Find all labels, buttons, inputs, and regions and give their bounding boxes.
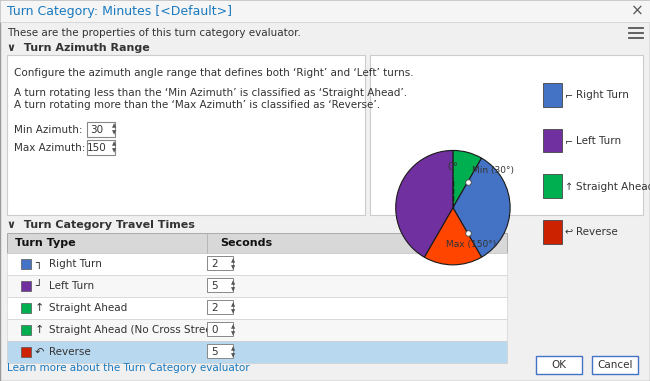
Text: A turn rotating more than the ‘Max Azimuth’ is classified as ‘Reverse’.: A turn rotating more than the ‘Max Azimu… (14, 100, 380, 110)
Text: ∨  Turn Category Travel Times: ∨ Turn Category Travel Times (7, 220, 195, 230)
Bar (21, 303, 31, 313)
Text: 0°: 0° (447, 162, 458, 172)
Text: ↑: ↑ (34, 325, 44, 335)
Bar (7, 55, 365, 215)
Bar (592, 356, 638, 374)
Text: ↩: ↩ (565, 227, 573, 237)
Text: Straight Ahead: Straight Ahead (49, 303, 127, 313)
Bar (207, 300, 233, 314)
Bar (0, 0, 650, 22)
Text: ⌐: ⌐ (565, 136, 573, 146)
Text: ▼: ▼ (231, 331, 235, 336)
Bar (207, 322, 233, 336)
Text: ▲: ▲ (231, 346, 235, 352)
Text: ↶: ↶ (34, 347, 44, 357)
Text: Max (150°): Max (150°) (445, 240, 496, 249)
Text: Reverse: Reverse (49, 347, 91, 357)
Text: ┘: ┘ (36, 281, 42, 291)
Text: Seconds: Seconds (220, 238, 272, 248)
Text: ↑: ↑ (565, 182, 573, 192)
Text: ▲: ▲ (112, 123, 116, 128)
Text: Max Azimuth:: Max Azimuth: (14, 143, 85, 153)
Wedge shape (424, 208, 482, 265)
Text: ⌐: ⌐ (565, 90, 573, 100)
Bar (7, 233, 507, 253)
Text: Straight Ahead: Straight Ahead (576, 182, 650, 192)
Bar (7, 341, 507, 363)
Text: Turn Category: Minutes [<Default>]: Turn Category: Minutes [<Default>] (7, 5, 232, 18)
Text: Turn Type: Turn Type (15, 238, 75, 248)
Text: ▲: ▲ (231, 258, 235, 264)
Bar (21, 281, 31, 291)
Text: ▼: ▼ (112, 131, 116, 136)
Bar (370, 55, 643, 215)
Text: ▲: ▲ (231, 303, 235, 307)
Text: Left Turn: Left Turn (576, 136, 621, 146)
Text: 30: 30 (90, 125, 103, 135)
Text: OK: OK (551, 360, 567, 370)
Text: These are the properties of this turn category evaluator.: These are the properties of this turn ca… (7, 28, 301, 38)
Text: ▼: ▼ (112, 149, 116, 154)
Text: Right Turn: Right Turn (49, 259, 102, 269)
Bar (87, 140, 115, 155)
Bar (207, 256, 233, 270)
Text: Learn more about the Turn Category evaluator: Learn more about the Turn Category evalu… (7, 363, 250, 373)
Text: Right Turn: Right Turn (576, 90, 629, 100)
Text: ▲: ▲ (231, 325, 235, 330)
Text: ▲: ▲ (112, 141, 116, 147)
Text: 2: 2 (212, 259, 218, 269)
Text: ∨  Turn Azimuth Range: ∨ Turn Azimuth Range (7, 43, 150, 53)
Bar (7, 253, 507, 275)
Wedge shape (453, 158, 510, 257)
Text: ▼: ▼ (231, 266, 235, 271)
Bar (207, 278, 233, 292)
Text: Min Azimuth:: Min Azimuth: (14, 125, 83, 135)
Bar (21, 325, 31, 335)
Text: Min (30°): Min (30°) (473, 166, 514, 175)
Text: ▼: ▼ (231, 354, 235, 359)
Text: ▼: ▼ (231, 309, 235, 314)
Bar (7, 297, 507, 319)
Bar (7, 319, 507, 341)
Text: 150: 150 (87, 143, 107, 153)
Wedge shape (396, 150, 453, 257)
Text: A turn rotating less than the ‘Min Azimuth’ is classified as ‘Straight Ahead’.: A turn rotating less than the ‘Min Azimu… (14, 88, 407, 98)
Text: ↑: ↑ (34, 303, 44, 313)
Text: 5: 5 (212, 281, 218, 291)
Text: 5: 5 (212, 347, 218, 357)
Bar (207, 344, 233, 358)
Text: ▲: ▲ (231, 280, 235, 285)
Bar (536, 356, 582, 374)
Text: ▼: ▼ (231, 288, 235, 293)
Bar (21, 259, 31, 269)
Text: 0: 0 (212, 325, 218, 335)
Text: Cancel: Cancel (597, 360, 632, 370)
Bar (87, 122, 115, 137)
Text: Configure the azimuth angle range that defines both ‘Right’ and ‘Left’ turns.: Configure the azimuth angle range that d… (14, 68, 413, 78)
Text: 2: 2 (212, 303, 218, 313)
Bar (21, 347, 31, 357)
Text: Straight Ahead (No Cross Street): Straight Ahead (No Cross Street) (49, 325, 220, 335)
Text: Reverse: Reverse (576, 227, 618, 237)
Wedge shape (453, 150, 482, 208)
Text: ┐: ┐ (36, 259, 42, 269)
Text: ×: × (630, 3, 644, 19)
Text: Left Turn: Left Turn (49, 281, 94, 291)
Bar (7, 275, 507, 297)
